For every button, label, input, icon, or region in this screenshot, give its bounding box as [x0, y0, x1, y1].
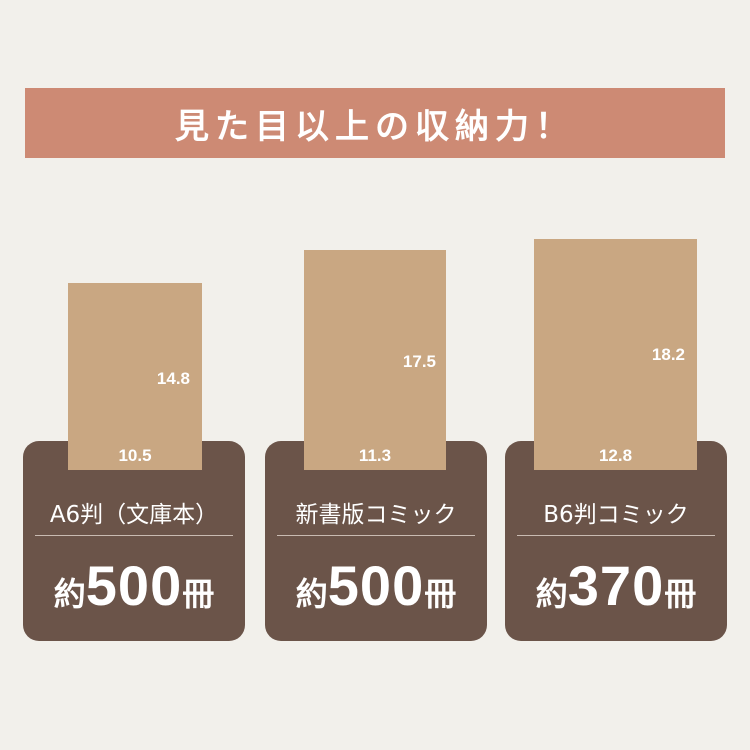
width-label: 10.5	[118, 446, 152, 465]
width-label: 12.8	[598, 446, 633, 465]
width-label: 11.3	[358, 446, 392, 465]
height-label: 17.5	[402, 352, 436, 371]
card-shinsho-comic: 新書版コミック 約500冊	[265, 441, 487, 641]
book-shinsho-comic: 17.5 11.3	[304, 250, 446, 470]
book-a6: 14.8 10.5	[68, 283, 202, 470]
height-label: 18.2	[651, 345, 685, 364]
book-b6-comic: 18.2 12.8	[534, 239, 697, 470]
card-a6: A6判（文庫本） 約500冊	[23, 441, 245, 641]
headline-banner: 見た目以上の収納力！	[25, 88, 725, 158]
divider	[35, 535, 233, 536]
capacity-count: 約500冊	[53, 554, 215, 617]
card-b6-comic: B6判コミック 約370冊	[505, 441, 727, 641]
capacity-count: 約370冊	[535, 554, 697, 617]
divider	[277, 535, 475, 536]
format-label: B6判コミック	[543, 502, 689, 528]
format-label: A6判（文庫本）	[49, 502, 219, 528]
capacity-count: 約500冊	[295, 554, 457, 617]
format-label: 新書版コミック	[295, 502, 457, 528]
divider	[517, 535, 715, 536]
height-label: 14.8	[156, 369, 190, 388]
